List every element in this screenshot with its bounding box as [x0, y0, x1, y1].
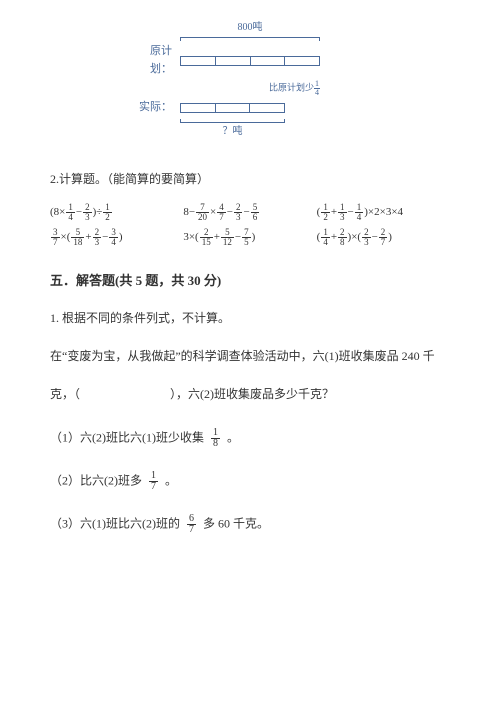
- eq-2-3: (14+28)×(23−27): [317, 228, 450, 247]
- diagram-bottom-label: ？吨: [180, 124, 285, 140]
- diagram-bar-actual: [180, 103, 285, 113]
- diagram-top-bracket: [180, 37, 320, 41]
- diagram-top-label: 800吨: [180, 20, 320, 36]
- section5-intro-b: 克，（），六(2)班收集废品多少千克？: [50, 382, 450, 406]
- diagram-row1-label: 原计划：: [130, 43, 172, 78]
- eq-2-1: 37×(518+23−34): [50, 228, 183, 247]
- section5-intro-a: 在“变废为宝，从我做起”的科学调查体验活动中，六(1)班收集废品 240 千: [50, 344, 450, 368]
- q2-label: 2.计算题。（能简算的要简算）: [50, 170, 450, 189]
- section5-heading: 五．解答题(共 5 题，共 30 分): [50, 271, 450, 292]
- eq-1-1: (8×14−23)÷12: [50, 203, 183, 222]
- plan-diagram: 800吨 原计划： 比原计划少14 实际： ？吨: [130, 20, 450, 140]
- diagram-side-note: 比原计划少14: [269, 80, 320, 97]
- diagram-bottom-bracket: [180, 119, 285, 123]
- eq-1-2: 8−720×47−23−56: [183, 203, 316, 222]
- diagram-row2-label: 实际：: [130, 99, 172, 117]
- eq-2-2: 3×(215+512−75): [183, 228, 316, 247]
- section5-item-2: （2）比六(2)班多 17 。: [50, 471, 450, 492]
- diagram-bar-plan: [180, 56, 320, 66]
- equation-grid: (8×14−23)÷12 8−720×47−23−56 (12+13−14)×2…: [50, 203, 450, 247]
- section5-item-1: （1）六(2)班比六(1)班少收集 18 。: [50, 428, 450, 449]
- eq-1-3: (12+13−14)×2×3×4: [317, 203, 450, 222]
- section5-q1-label: 1. 根据不同的条件列式，不计算。: [50, 306, 450, 330]
- section5-item-3: （3）六(1)班比六(2)班的 67 多 60 千克。: [50, 514, 450, 535]
